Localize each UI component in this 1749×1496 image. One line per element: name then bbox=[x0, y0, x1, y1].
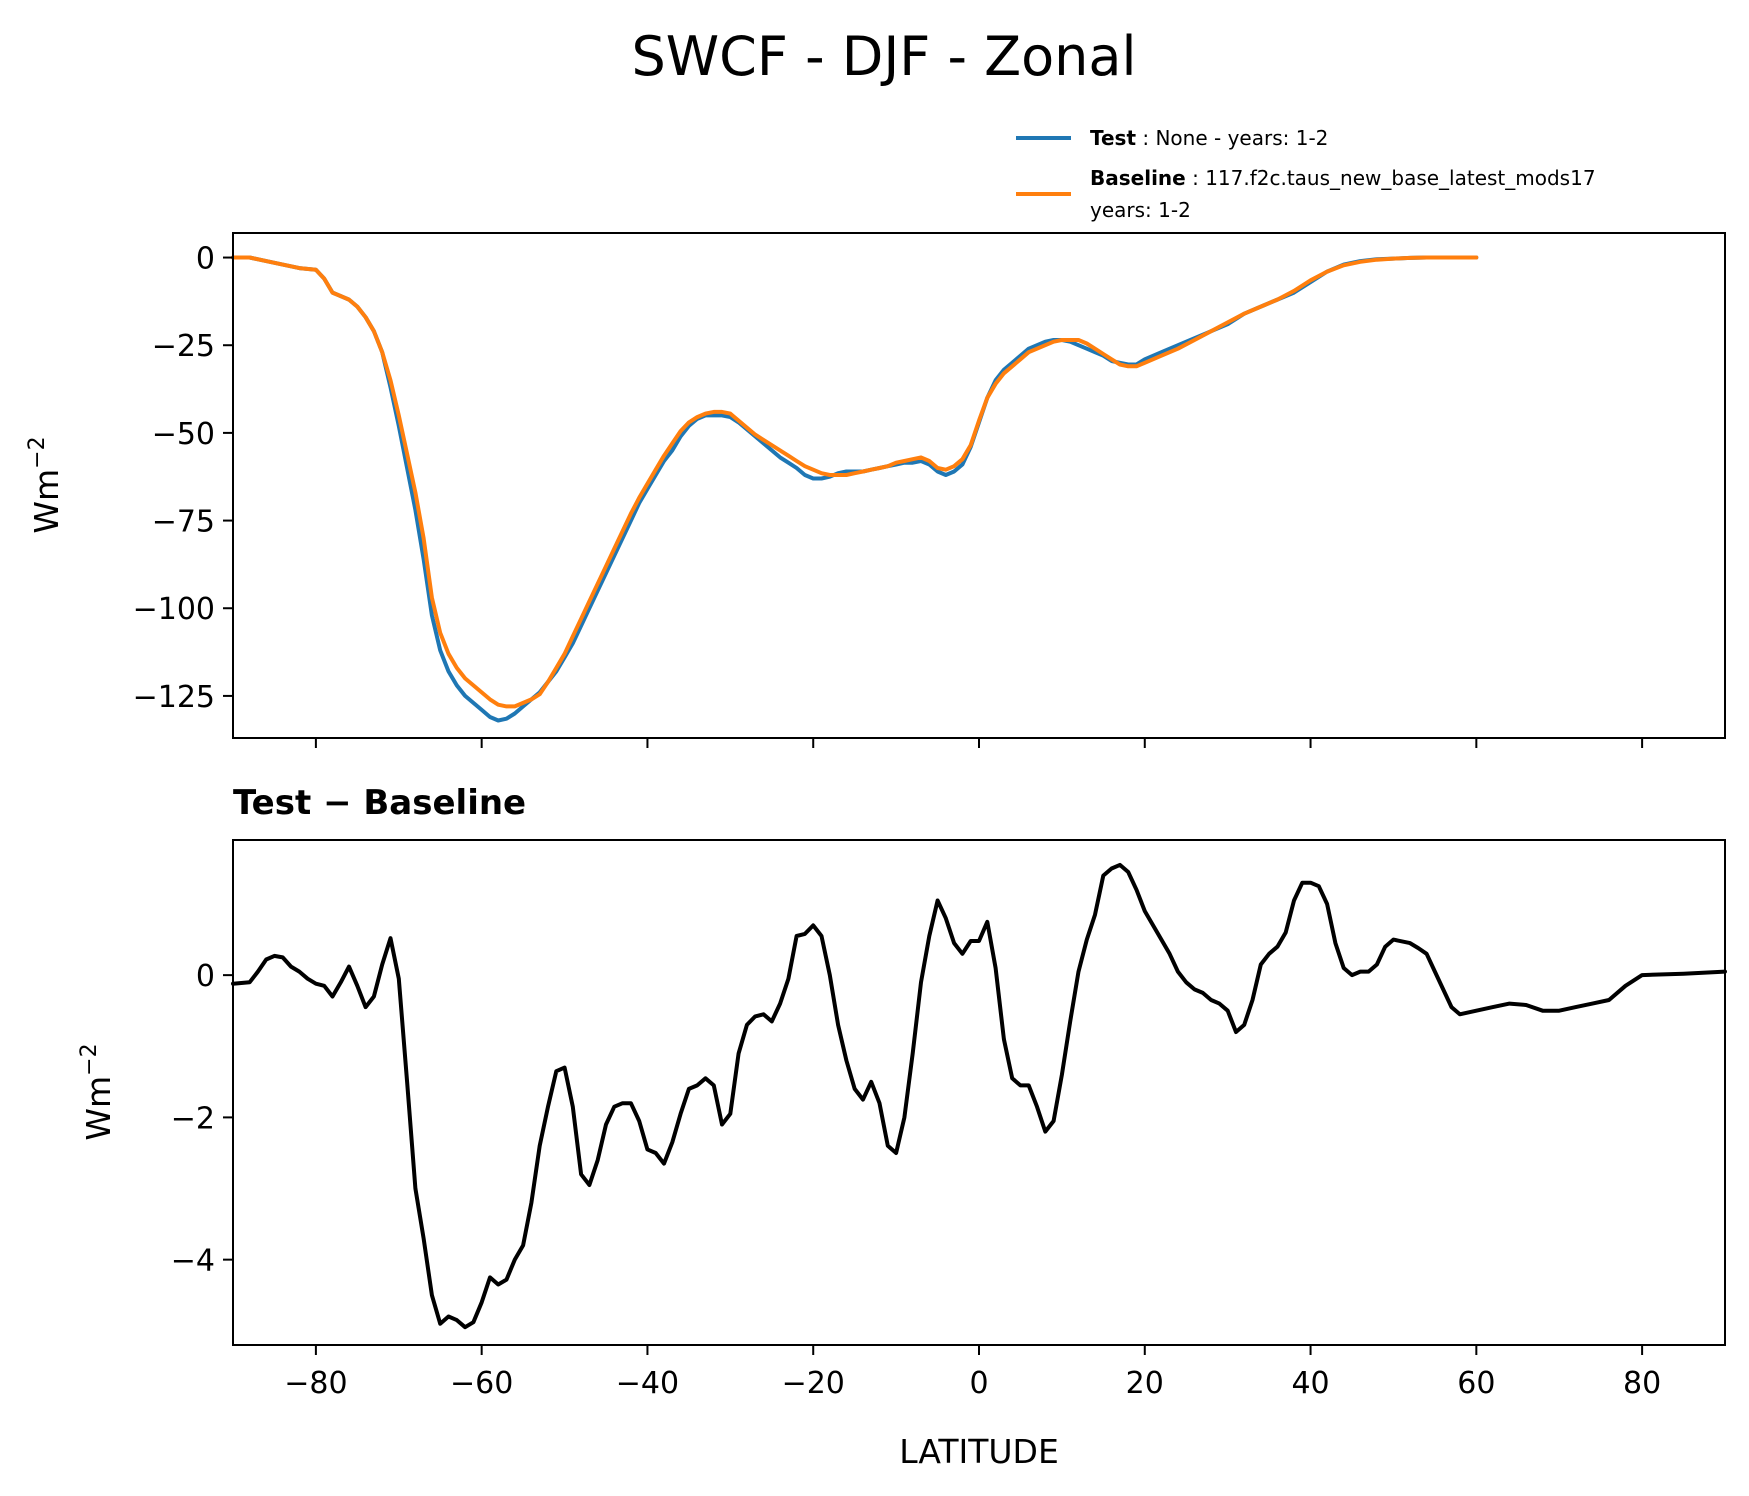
legend-baseline-label: Baseline : 117.f2c.taus_new_base_latest_… bbox=[1090, 166, 1596, 190]
top-x-ticks bbox=[314, 738, 1644, 748]
bottom-y-ticks: 0 −2 −4 bbox=[171, 959, 233, 1279]
top-panel-frame bbox=[232, 232, 1726, 739]
x-tick-label: 80 bbox=[1623, 1366, 1661, 1401]
top-plot-lines bbox=[231, 255, 1479, 723]
x-tick-label: 0 bbox=[969, 1366, 988, 1401]
top-y-tick-label: −100 bbox=[133, 592, 215, 627]
top-y-axis-label-exponent: −2 bbox=[25, 436, 50, 468]
x-tick-label: −80 bbox=[284, 1366, 347, 1401]
difference-plot-line bbox=[231, 862, 1727, 1330]
x-tick-label: 20 bbox=[1126, 1366, 1164, 1401]
legend-test-detail: : None - years: 1-2 bbox=[1136, 126, 1328, 150]
legend-baseline-detail: : 117.f2c.taus_new_base_latest_mods17 bbox=[1186, 166, 1596, 190]
legend-baseline-years: years: 1-2 bbox=[1090, 198, 1191, 222]
figure-title: SWCF - DJF - Zonal bbox=[632, 25, 1137, 88]
x-tick-label: 40 bbox=[1291, 1366, 1329, 1401]
top-y-tick-label: −25 bbox=[152, 329, 215, 364]
bottom-y-axis-label-unit: Wm bbox=[79, 1076, 118, 1141]
top-y-axis-label: Wm−2 bbox=[25, 436, 66, 533]
bottom-series-line-test-baseline bbox=[231, 862, 1727, 1330]
bottom-x-ticks: −80 −60 −40 −20 0 20 40 60 80 bbox=[284, 1345, 1661, 1401]
top-series-line-test bbox=[231, 255, 1479, 723]
top-y-axis-label-unit: Wm bbox=[27, 469, 66, 534]
top-y-tick-label: −125 bbox=[133, 680, 215, 715]
legend-test-name: Test bbox=[1090, 126, 1136, 150]
x-tick-label: −20 bbox=[782, 1366, 845, 1401]
bottom-panel-title: Test − Baseline bbox=[233, 783, 526, 823]
x-tick-label: 60 bbox=[1457, 1366, 1495, 1401]
bottom-y-tick-label: −4 bbox=[171, 1244, 215, 1279]
top-y-tick-label: −50 bbox=[152, 417, 215, 452]
x-axis-label: LATITUDE bbox=[899, 1432, 1059, 1471]
x-tick-label: −40 bbox=[616, 1366, 679, 1401]
legend: Test : None - years: 1-2 Baseline : 117.… bbox=[1016, 126, 1596, 222]
top-y-tick-label: 0 bbox=[196, 242, 215, 277]
top-y-ticks: 0 −25 −50 −75 −100 −125 bbox=[133, 242, 233, 715]
legend-baseline-name: Baseline bbox=[1090, 166, 1186, 190]
bottom-y-tick-label: −2 bbox=[171, 1101, 215, 1136]
bottom-panel-frame bbox=[232, 839, 1726, 1346]
bottom-y-axis-label: Wm−2 bbox=[77, 1043, 118, 1140]
x-tick-label: −60 bbox=[450, 1366, 513, 1401]
bottom-y-tick-label: 0 bbox=[196, 959, 215, 994]
bottom-panel: Test − Baseline 0 −2 −4 −80 −60 −40 −20 0 20 40 6… bbox=[77, 783, 1727, 1471]
legend-test-label: Test : None - years: 1-2 bbox=[1090, 126, 1328, 150]
bottom-y-axis-label-exponent: −2 bbox=[77, 1043, 102, 1075]
top-panel: 0 −25 −50 −75 −100 −125 Wm−2 bbox=[25, 232, 1726, 748]
top-y-tick-label: −75 bbox=[152, 505, 215, 540]
top-series-line-baseline bbox=[231, 255, 1479, 709]
